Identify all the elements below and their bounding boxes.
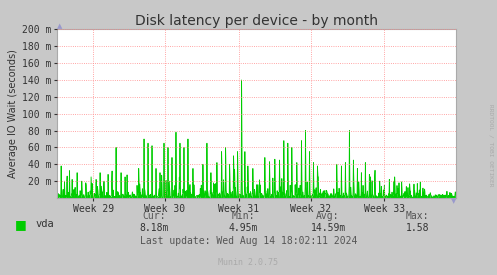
Y-axis label: Average IO Wait (seconds): Average IO Wait (seconds) <box>8 49 18 178</box>
Text: Munin 2.0.75: Munin 2.0.75 <box>219 258 278 267</box>
Text: Last update: Wed Aug 14 18:02:11 2024: Last update: Wed Aug 14 18:02:11 2024 <box>140 236 357 246</box>
Text: vda: vda <box>36 219 55 229</box>
Text: RRDTOOL / TOBI OETIKER: RRDTOOL / TOBI OETIKER <box>489 104 494 187</box>
Text: 1.58: 1.58 <box>406 223 429 233</box>
Text: Cur:: Cur: <box>142 211 166 221</box>
Text: Max:: Max: <box>406 211 429 221</box>
Text: ▼: ▼ <box>451 198 456 204</box>
Text: 8.18m: 8.18m <box>139 223 169 233</box>
Text: Avg:: Avg: <box>316 211 340 221</box>
Title: Disk latency per device - by month: Disk latency per device - by month <box>135 14 378 28</box>
Text: ▲: ▲ <box>57 23 63 29</box>
Text: ■: ■ <box>15 218 27 231</box>
Text: Min:: Min: <box>232 211 255 221</box>
Text: 14.59m: 14.59m <box>311 223 345 233</box>
Text: 4.95m: 4.95m <box>229 223 258 233</box>
